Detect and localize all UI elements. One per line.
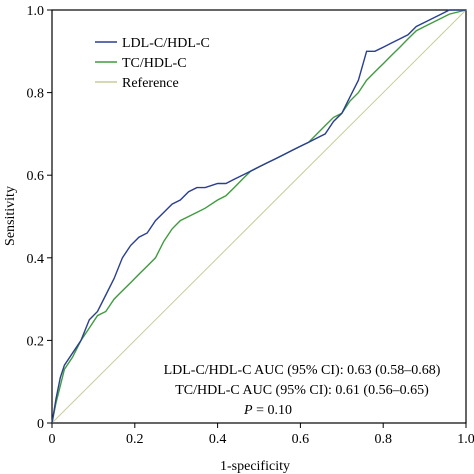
x-axis-title: 1-specificity xyxy=(220,459,290,474)
auc-annotation: TC/HDL-C AUC (95% CI): 0.61 (0.56–0.65) xyxy=(175,383,429,398)
x-tick-label: 0 xyxy=(49,432,56,447)
legend-label: Reference xyxy=(122,76,179,91)
x-tick-label: 0.2 xyxy=(126,432,144,447)
y-tick-label: 1.0 xyxy=(27,4,45,19)
x-tick-label: 0.6 xyxy=(292,432,310,447)
series-layer xyxy=(51,9,467,424)
y-tick-label: 0.2 xyxy=(27,334,45,349)
legend-label: LDL-C/HDL-C xyxy=(122,36,210,51)
p-value-annotation: P = 0.10 xyxy=(243,403,292,418)
y-tick-label: 0.4 xyxy=(27,252,45,267)
annotations: LDL-C/HDL-C AUC (95% CI): 0.63 (0.58–0.6… xyxy=(164,363,441,418)
x-tick-label: 0.4 xyxy=(209,432,227,447)
series-line-2 xyxy=(51,9,467,424)
legend-label: TC/HDL-C xyxy=(122,56,187,71)
auc-annotation: LDL-C/HDL-C AUC (95% CI): 0.63 (0.58–0.6… xyxy=(164,363,441,378)
plot-area xyxy=(51,9,467,424)
y-axis-title: Sensitivity xyxy=(3,186,18,246)
plot-frame xyxy=(51,9,467,424)
x-tick-label: 1.0 xyxy=(457,432,474,447)
y-tick-label: 0.8 xyxy=(27,87,45,102)
y-tick-label: 0.6 xyxy=(27,169,45,184)
y-tick-label: 0 xyxy=(37,417,44,432)
series-line-0 xyxy=(51,9,466,424)
x-tick-label: 0.8 xyxy=(374,432,392,447)
legend: LDL-C/HDL-C TC/HDL-C Reference xyxy=(95,36,210,91)
axes-layer: 0 0.2 0.4 0.6 0.8 1.0 0 0.2 0.4 0.6 0.8 1.0 xyxy=(27,4,474,447)
